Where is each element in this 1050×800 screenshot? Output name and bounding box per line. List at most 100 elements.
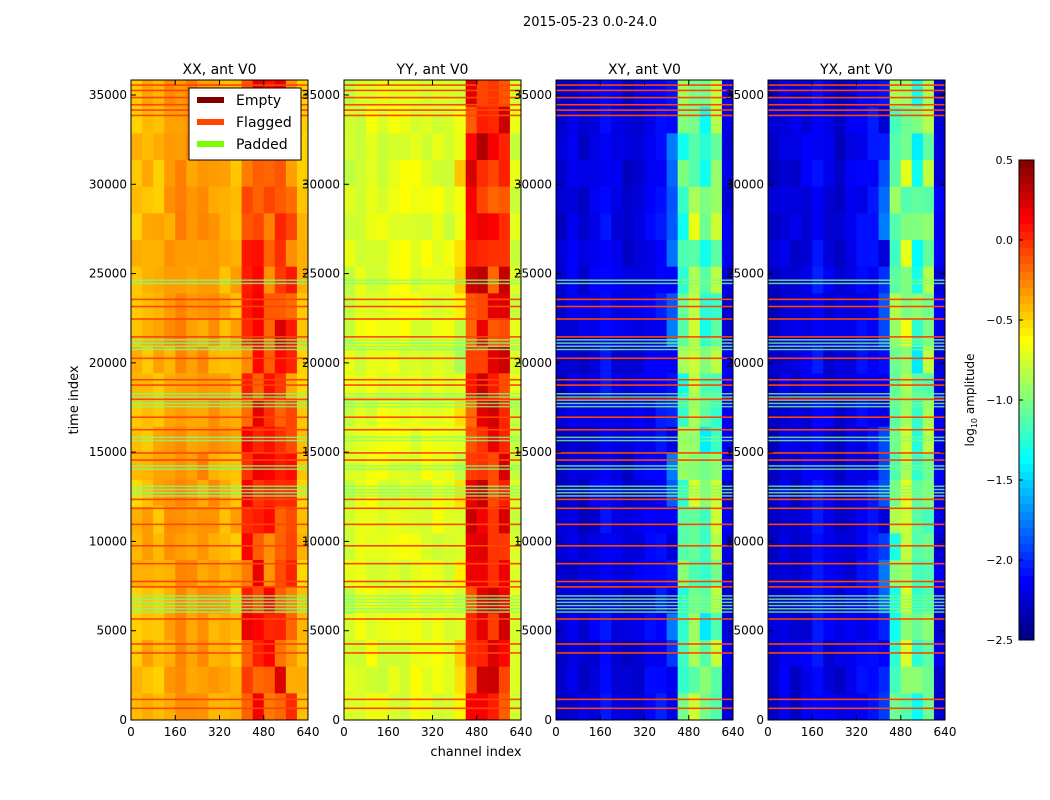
heatmap-cell: [399, 400, 411, 428]
colorbar-segment: [1019, 400, 1034, 409]
heatmap-cell: [911, 506, 924, 534]
heatmap-cell: [556, 80, 568, 108]
heatmap-cell: [611, 320, 623, 348]
heatmap-cell: [655, 186, 668, 214]
heatmap-cell: [164, 560, 176, 588]
heatmap-cell: [677, 506, 690, 534]
heatmap-cell: [355, 80, 367, 108]
y-tick-label: 5000: [733, 624, 764, 638]
heatmap-cell: [567, 320, 579, 348]
y-tick-label: 10000: [726, 534, 764, 548]
heatmap-cell: [644, 693, 657, 720]
heatmap-cell: [252, 506, 265, 534]
heatmap-cell: [677, 453, 690, 481]
padded-row: [768, 393, 945, 395]
heatmap-cell: [823, 586, 835, 614]
heatmap-cell: [142, 373, 154, 401]
heatmap-cell: [589, 453, 601, 481]
heatmap-cell: [208, 693, 220, 720]
padded-row: [556, 279, 733, 281]
flagged-row: [768, 103, 945, 106]
heatmap-cell: [867, 80, 880, 108]
heatmap-cell: [366, 613, 378, 641]
heatmap-cell: [142, 133, 154, 161]
heatmap-cell: [465, 373, 478, 401]
heatmap-cell: [556, 453, 568, 481]
flagged-row: [344, 398, 521, 401]
heatmap-cell: [845, 666, 857, 694]
heatmap-cell: [644, 480, 657, 508]
heatmap-cell: [432, 240, 445, 268]
heatmap-cell: [142, 320, 154, 348]
flagged-row: [556, 643, 733, 645]
heatmap-cell: [911, 133, 924, 161]
heatmap-cell: [432, 213, 445, 241]
x-tick-label: 0: [552, 725, 560, 739]
heatmap-cell: [812, 213, 824, 241]
heatmap-cell: [922, 480, 935, 508]
heatmap-cell: [377, 506, 389, 534]
heatmap-cell: [578, 240, 590, 268]
heatmap-cell: [600, 346, 612, 374]
flagged-row: [556, 580, 733, 583]
heatmap-cell: [567, 533, 579, 561]
heatmap-cell: [889, 613, 902, 641]
heatmap-cell: [432, 693, 445, 720]
heatmap-cell: [768, 160, 780, 188]
padded-row: [556, 399, 733, 401]
heatmap-cell: [164, 506, 176, 534]
heatmap-cell: [509, 506, 521, 534]
heatmap-cell: [344, 506, 356, 534]
heatmap-cell: [355, 213, 367, 241]
heatmap-cell: [131, 560, 143, 588]
heatmap-cell: [296, 586, 308, 614]
heatmap-cell: [655, 213, 668, 241]
heatmap-cell: [252, 480, 265, 508]
heatmap-cell: [230, 320, 243, 348]
heatmap-cell: [812, 533, 824, 561]
heatmap-cell: [699, 373, 712, 401]
heatmap-cell: [296, 160, 308, 188]
heatmap-cell: [677, 133, 690, 161]
heatmap-cell: [186, 533, 198, 561]
heatmap-cell: [779, 133, 791, 161]
heatmap-cell: [611, 586, 623, 614]
heatmap-cell: [878, 400, 891, 428]
heatmap-cell: [611, 373, 623, 401]
heatmap-cell: [812, 346, 824, 374]
flagged-row: [556, 398, 733, 401]
heatmap-cell: [197, 186, 209, 214]
padded-row: [344, 399, 521, 401]
heatmap-cell: [655, 666, 668, 694]
heatmap-cell: [933, 373, 945, 401]
heatmap-cell: [443, 133, 456, 161]
y-tick-label: 35000: [726, 88, 764, 102]
heatmap-cell: [175, 693, 187, 720]
heatmap-cell: [164, 533, 176, 561]
heatmap-cell: [878, 453, 891, 481]
heatmap-cell: [465, 480, 478, 508]
heatmap-cell: [633, 160, 645, 188]
heatmap-cell: [263, 400, 276, 428]
heatmap-cell: [410, 666, 422, 694]
heatmap-cell: [355, 346, 367, 374]
heatmap-cell: [878, 213, 891, 241]
flagged-row: [131, 384, 308, 386]
heatmap-cell: [801, 693, 813, 720]
heatmap-cell: [721, 586, 733, 614]
heatmap-cell: [790, 613, 802, 641]
heatmap-cell: [845, 533, 857, 561]
heatmap-cell: [263, 346, 276, 374]
flagged-row: [131, 545, 308, 547]
heatmap-cell: [856, 453, 869, 481]
heatmap-cell: [498, 560, 511, 588]
heatmap-cell: [578, 480, 590, 508]
heatmap-cell: [567, 666, 579, 694]
colorbar-segment: [1019, 496, 1034, 505]
heatmap-cell: [688, 453, 701, 481]
heatmap-cell: [922, 80, 935, 108]
heatmap-cell: [476, 400, 489, 428]
heatmap-cell: [812, 106, 824, 134]
colorbar-segment: [1019, 160, 1034, 169]
